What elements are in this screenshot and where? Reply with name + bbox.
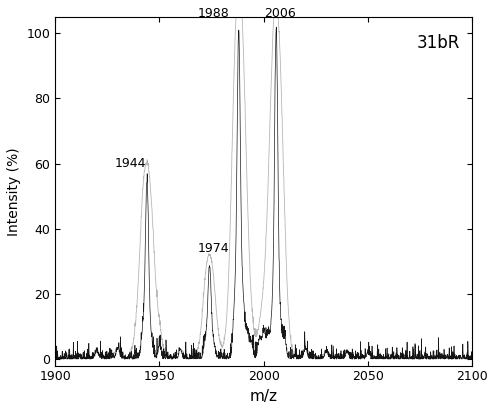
Text: 1988: 1988 (198, 7, 230, 20)
X-axis label: m/z: m/z (249, 389, 278, 404)
Y-axis label: Intensity (%): Intensity (%) (7, 147, 21, 236)
Text: 31bR: 31bR (416, 35, 460, 53)
Text: 1944: 1944 (114, 157, 146, 170)
Text: 2006: 2006 (264, 7, 297, 20)
Text: 1974: 1974 (198, 242, 230, 255)
